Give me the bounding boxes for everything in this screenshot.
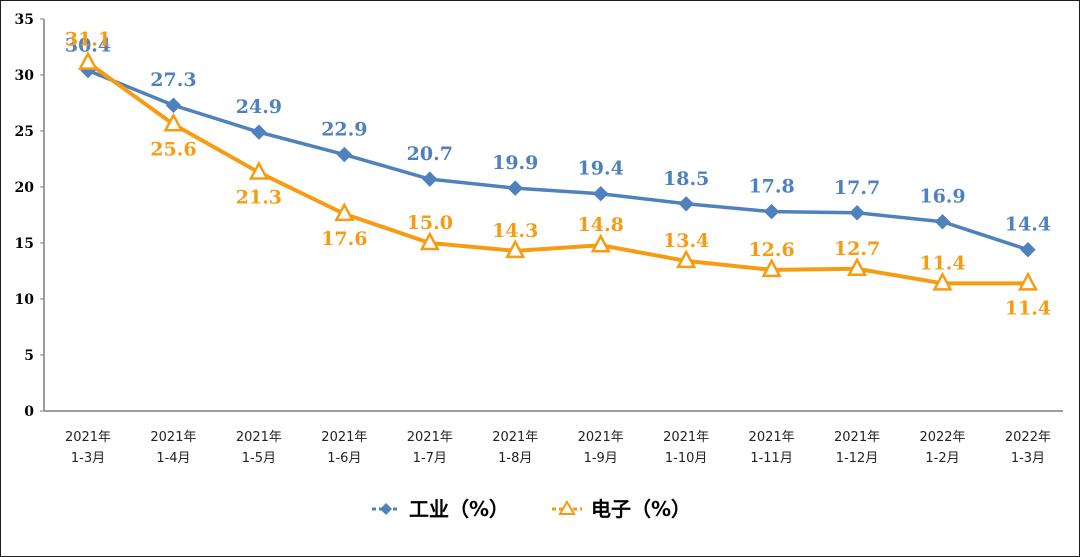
x-tick-label-year: 2021年 xyxy=(663,430,709,445)
legend-marker-industry xyxy=(380,503,392,515)
data-label-electronics: 11.4 xyxy=(919,252,965,274)
legend-marker-electronics xyxy=(558,500,576,515)
data-point-industry xyxy=(507,180,523,196)
data-label-industry: 20.7 xyxy=(407,143,453,165)
data-label-electronics: 17.6 xyxy=(321,228,367,250)
data-point-industry xyxy=(678,196,694,212)
x-tick-label-period: 1-3月 xyxy=(71,451,105,466)
data-point-electronics xyxy=(505,239,526,259)
data-label-industry: 22.9 xyxy=(321,119,367,141)
x-tick-label-period: 1-6月 xyxy=(327,451,361,466)
data-label-electronics: 14.8 xyxy=(578,214,624,236)
data-point-electronics xyxy=(846,257,868,277)
data-label-industry: 30.4 xyxy=(65,35,111,57)
data-label-industry: 19.9 xyxy=(492,152,538,174)
data-label-industry: 18.5 xyxy=(663,168,709,190)
data-label-electronics: 31.1 xyxy=(65,29,111,51)
legend-label-electronics: 电子（%） xyxy=(591,497,691,521)
y-tick-label: 30 xyxy=(15,68,35,84)
x-tick-label-period: 1-9月 xyxy=(584,451,618,466)
x-tick-label-year: 2021年 xyxy=(321,430,367,445)
x-tick-label-year: 2021年 xyxy=(65,430,111,445)
data-point-industry xyxy=(165,97,182,113)
x-tick-label-period: 1-8月 xyxy=(498,451,532,466)
data-point-electronics xyxy=(1017,271,1039,291)
data-point-industry xyxy=(934,214,951,230)
x-tick-label-period: 1-10月 xyxy=(665,451,708,466)
x-tick-label-year: 2021年 xyxy=(749,430,795,445)
data-point-electronics xyxy=(932,271,953,291)
data-label-industry: 19.4 xyxy=(578,158,624,180)
data-label-electronics: 11.4 xyxy=(1005,297,1051,319)
x-tick-label-period: 1-2月 xyxy=(925,451,959,466)
x-tick-label-period: 1-7月 xyxy=(413,451,447,466)
data-label-electronics: 12.7 xyxy=(834,238,880,260)
x-tick-label-year: 2021年 xyxy=(407,430,453,445)
legend-label-industry: 工业（%） xyxy=(409,497,509,521)
series-line-electronics xyxy=(86,60,1030,286)
data-point-industry xyxy=(336,146,353,163)
data-point-industry xyxy=(1020,242,1036,258)
x-tick-label-year: 2021年 xyxy=(492,430,538,445)
data-point-industry xyxy=(592,186,609,202)
data-point-electronics xyxy=(676,249,697,269)
x-tick-label-year: 2022年 xyxy=(919,430,965,445)
x-tick-label-period: 1-12月 xyxy=(836,451,879,466)
data-label-industry: 17.7 xyxy=(834,177,880,199)
data-label-electronics: 12.6 xyxy=(748,239,794,261)
y-tick-label: 15 xyxy=(15,236,34,252)
data-label-electronics: 21.3 xyxy=(236,186,282,208)
x-tick-label-year: 2022年 xyxy=(1005,430,1051,445)
x-tick-label-year: 2021年 xyxy=(834,430,880,445)
x-tick-label-period: 1-5月 xyxy=(242,451,276,466)
x-tick-label-year: 2021年 xyxy=(236,430,282,445)
data-point-electronics xyxy=(77,51,99,70)
data-point-electronics xyxy=(761,258,782,278)
data-point-industry xyxy=(422,171,438,187)
data-point-electronics xyxy=(590,233,611,253)
y-tick-label: 5 xyxy=(24,348,34,364)
y-tick-label: 0 xyxy=(24,404,34,420)
y-tick-label: 10 xyxy=(15,292,35,308)
data-point-electronics xyxy=(334,202,355,222)
data-point-industry xyxy=(251,124,267,140)
data-label-industry: 14.4 xyxy=(1005,214,1051,236)
data-label-industry: 16.9 xyxy=(919,186,965,208)
data-label-electronics: 14.3 xyxy=(492,220,538,242)
x-tick-label-period: 1-11月 xyxy=(750,451,793,466)
y-tick-label: 20 xyxy=(15,180,35,196)
x-tick-label-year: 2021年 xyxy=(578,430,624,445)
x-tick-label-period: 1-3月 xyxy=(1011,451,1045,466)
y-tick-label: 25 xyxy=(15,124,34,140)
data-point-electronics xyxy=(163,112,184,132)
x-tick-label-year: 2021年 xyxy=(150,430,196,445)
data-point-industry xyxy=(763,203,780,220)
data-label-electronics: 13.4 xyxy=(663,230,709,252)
series-line-industry xyxy=(86,68,1030,252)
x-tick-label-period: 1-4月 xyxy=(156,451,190,466)
y-tick-label: 35 xyxy=(15,12,34,28)
data-label-industry: 24.9 xyxy=(236,96,282,118)
data-label-electronics: 15.0 xyxy=(407,212,453,234)
data-label-industry: 27.3 xyxy=(150,69,196,91)
data-label-electronics: 25.6 xyxy=(150,138,196,160)
data-point-electronics xyxy=(419,231,440,251)
data-point-electronics xyxy=(248,160,269,180)
data-label-industry: 17.8 xyxy=(748,176,794,198)
data-point-industry xyxy=(849,205,865,221)
